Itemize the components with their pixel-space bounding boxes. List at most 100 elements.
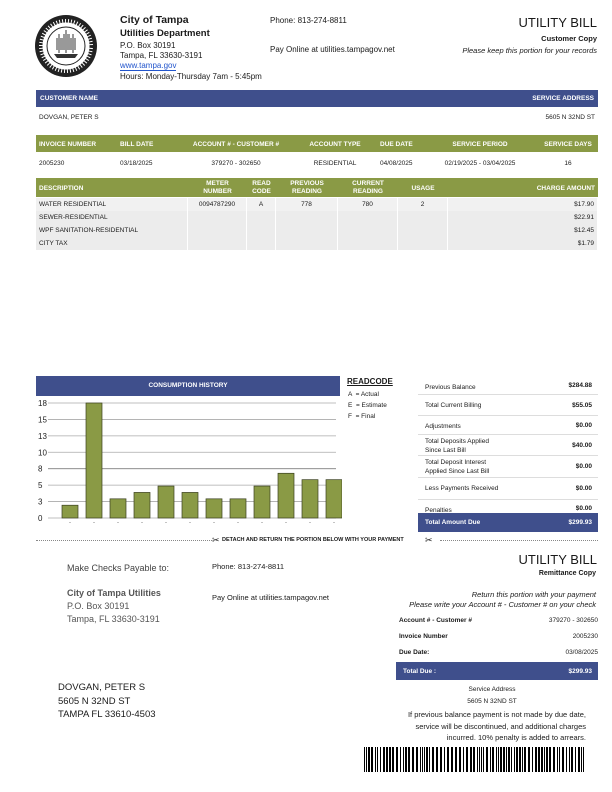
charge-cell: [188, 224, 247, 237]
barcode-bar: [389, 747, 391, 772]
barcode-bar: [444, 747, 445, 772]
service-address-label: Service Address: [468, 686, 516, 693]
invoice-value: 16: [564, 160, 572, 167]
barcode-bar: [377, 747, 378, 772]
barcode-bar: [492, 747, 494, 772]
consumption-bar: [301, 479, 319, 519]
city-address: Tampa, FL 33630-3191: [120, 51, 203, 60]
barcode-bar: [420, 747, 421, 772]
summary-value: $0.00: [575, 504, 592, 512]
remit-value: 03/08/2025: [565, 649, 598, 656]
barcode-bar: [569, 747, 570, 772]
chart-title: CONSUMPTION HISTORY: [148, 382, 228, 389]
charges-col-header: CHARGE AMOUNT: [536, 185, 595, 192]
summary-label: Adjustments: [425, 423, 461, 430]
barcode-bar: [516, 747, 518, 772]
barcode-bar: [553, 747, 555, 772]
charges-header: DESCRIPTION METER NUMBER READ CODE PREVIOUS…: [36, 178, 598, 197]
charge-cell: [188, 211, 247, 224]
summary-row: Previous Balance $284.88: [418, 377, 598, 395]
barcode-bar: [422, 747, 423, 772]
consumption-bar: [109, 498, 127, 519]
invoice-value: 379270 - 302650: [211, 160, 261, 167]
remit-label: Account # - Customer #: [399, 617, 472, 624]
charge-cell: 778: [276, 198, 338, 211]
barcode-bar: [408, 747, 410, 772]
po-box: P.O. Box 30191: [120, 41, 176, 50]
barcode-bar: [503, 747, 505, 772]
barcode-bar: [546, 747, 548, 772]
service-address: 5605 N 32ND ST: [545, 114, 596, 121]
barcode-bar: [490, 747, 491, 772]
barcode-bar: [511, 747, 512, 772]
y-tick-label: 0: [38, 514, 43, 523]
barcode: [364, 747, 584, 772]
y-tick-label: 10: [38, 448, 47, 457]
total-due-label: Total Due :: [403, 668, 437, 675]
detach-line-right: [440, 540, 598, 541]
mailing-address: DOVGAN, PETER S 5605 N 32ND ST TAMPA FL 33…: [58, 681, 156, 722]
charge-description: WATER RESIDENTIAL: [36, 198, 188, 211]
total-due: $299.93: [568, 668, 593, 675]
barcode-bar: [559, 747, 560, 772]
charge-cell: 780: [338, 198, 398, 211]
remit-phone: Phone: 813-274-8811: [212, 562, 285, 571]
barcode-bar: [392, 747, 394, 772]
barcode-bar: [455, 747, 457, 772]
service-address-label: SERVICE ADDRESS: [532, 95, 594, 102]
summary-row: Total Deposit Interest Applied Since Las…: [418, 456, 598, 478]
invoice-value: 02/19/2025 - 03/04/2025: [444, 160, 516, 167]
keep-note: Please keep this portion for your record…: [462, 46, 597, 55]
charge-cell: A: [247, 198, 276, 211]
barcode-bar: [583, 747, 584, 772]
remit-label: Due Date:: [399, 649, 430, 656]
bill-title: UTILITY BILL: [518, 15, 597, 30]
barcode-bar: [400, 747, 401, 772]
consumption-bar: [157, 485, 175, 519]
barcode-bar: [544, 747, 545, 772]
barcode-bar: [578, 747, 580, 772]
barcode-bar: [426, 747, 428, 772]
charges-col-header: PREVIOUS READING: [290, 180, 324, 195]
website-link[interactable]: www.tampa.gov: [120, 61, 177, 71]
summary-label: Less Payments Received: [425, 485, 499, 492]
barcode-bar: [528, 747, 530, 772]
barcode-bar: [549, 747, 551, 772]
detach-note: DETACH AND RETURN THE PORTION BELOW WITH…: [222, 537, 404, 543]
barcode-bar: [524, 747, 526, 772]
barcode-bar: [562, 747, 564, 772]
charge-cell: [398, 237, 448, 250]
payee-po: P.O. Box 30191: [67, 601, 130, 611]
barcode-bar: [383, 747, 385, 772]
total-amount-due: $299.93: [568, 519, 593, 526]
customer-name: DOVGAN, PETER S: [39, 114, 99, 121]
readcode-title: READCODE: [347, 377, 393, 386]
y-tick-label: 18: [38, 399, 47, 408]
pay-online: Pay Online at utilities.tampagov.net: [270, 45, 395, 54]
barcode-bar: [364, 747, 365, 772]
consumption-chart: 0 3 5 8 10 13 15 18: [38, 399, 342, 523]
remit-title: UTILITY BILL: [518, 552, 597, 567]
summary-label: Total Deposits Applied Since Last Bill: [425, 438, 489, 454]
remit-pay-online: Pay Online at utilities.tampagov.net: [212, 593, 330, 602]
barcode-bar: [477, 747, 478, 772]
charge-cell: [338, 237, 398, 250]
barcode-bar: [508, 747, 510, 772]
barcode-bar: [366, 747, 367, 772]
charge-cell: [247, 224, 276, 237]
mail-name: DOVGAN, PETER S: [58, 682, 146, 693]
y-tick-label: 3: [38, 498, 43, 507]
consumption-bar: [205, 498, 223, 519]
barcode-bar: [371, 747, 373, 772]
y-tick-label: 15: [38, 415, 47, 424]
hours: Hours: Monday-Thursday 7am - 5:45pm: [120, 72, 262, 81]
charge-amount: $22.91: [448, 211, 598, 224]
charge-cell: [188, 237, 247, 250]
consumption-bar: [277, 472, 295, 519]
charges-col-header: CURRENT READING: [352, 180, 384, 195]
y-tick-label: 8: [38, 465, 43, 474]
copy-label: Customer Copy: [541, 34, 597, 43]
readcode-item: E = Estimate: [348, 402, 387, 409]
charge-cell: [247, 237, 276, 250]
late-payment-warning: If previous balance payment is not made …: [408, 709, 586, 744]
